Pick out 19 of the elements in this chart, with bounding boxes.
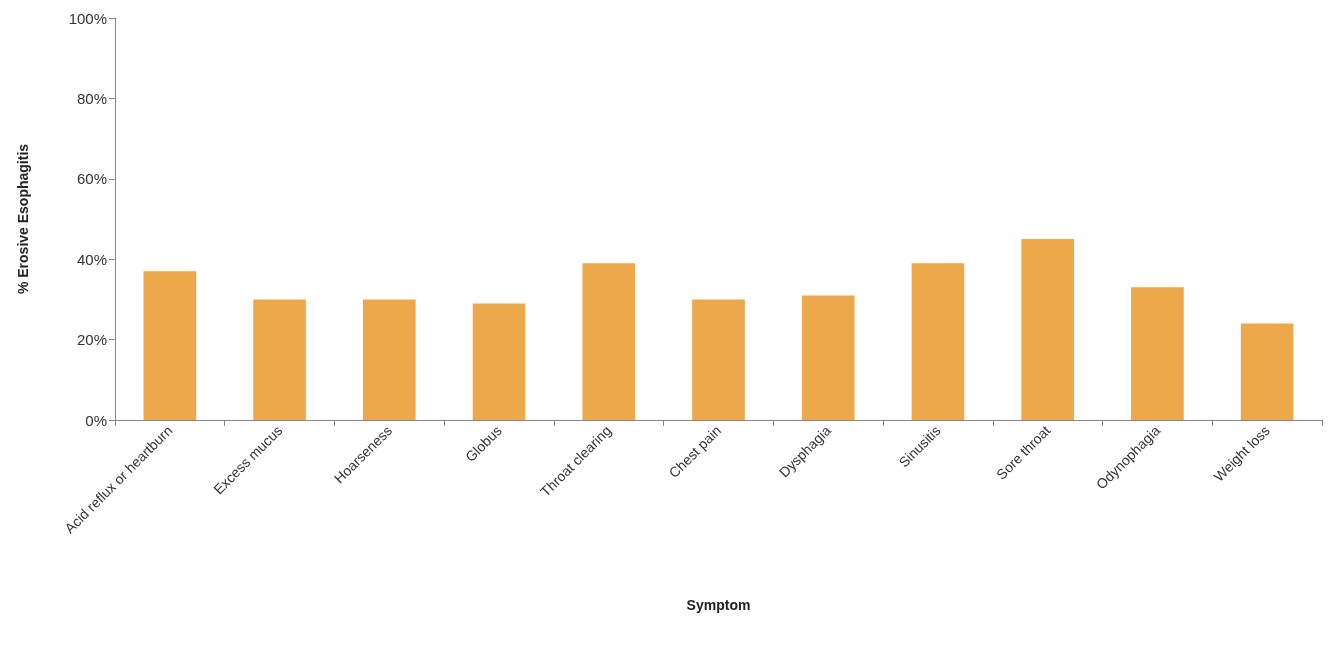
bar [1240,323,1294,420]
y-tick-label: 60% [76,170,107,188]
bar [143,271,197,420]
bar [1131,287,1184,420]
x-axis-title: Symptom [686,597,751,613]
y-tick-label: 0% [85,411,107,429]
bar [1021,239,1075,420]
bar [253,299,306,420]
bar [801,295,855,420]
y-tick-label: 20% [76,331,107,349]
y-tick-label: 80% [76,89,107,107]
bar [472,303,526,420]
y-axis-title: % Erosive Esophagitis [15,143,31,295]
y-tick-label: 40% [76,250,107,268]
bar [362,299,416,420]
y-tick-label: 100% [68,9,107,27]
bar [692,299,745,420]
bar [582,263,636,420]
bar [911,263,965,420]
